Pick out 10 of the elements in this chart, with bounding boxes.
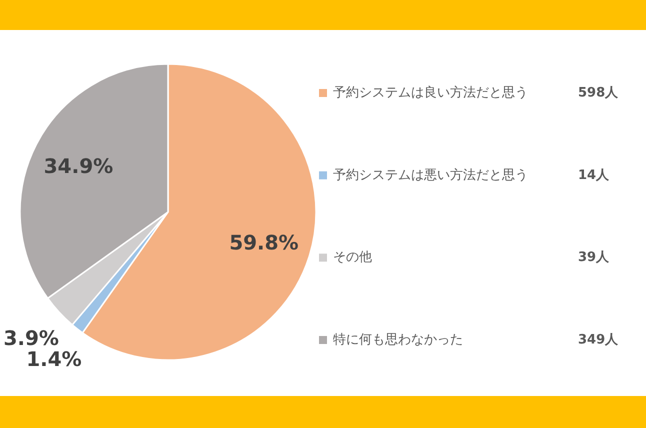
text: 598人 [578, 86, 620, 100]
legend-label: 特に何も思わなかった [333, 332, 463, 348]
legend-label: 予約システムは悪い方法だと思う [333, 166, 528, 183]
legend-label: 予約システムは良い方法だと思う [333, 84, 528, 100]
text: 14人 [578, 168, 610, 183]
text: 39人 [578, 250, 610, 266]
data-label: 59.8% [229, 230, 299, 254]
data-label: 34.9% [44, 154, 114, 178]
legend-label: その他 [333, 250, 372, 266]
text: 349人 [578, 332, 620, 348]
